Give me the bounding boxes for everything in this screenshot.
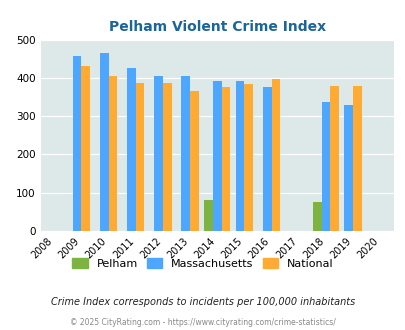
Bar xyxy=(343,106,352,231)
Bar xyxy=(135,83,144,231)
Bar xyxy=(154,76,162,231)
Bar xyxy=(221,87,230,231)
Bar xyxy=(127,68,135,231)
Bar xyxy=(162,83,171,231)
Bar xyxy=(100,53,108,231)
Text: Crime Index corresponds to incidents per 100,000 inhabitants: Crime Index corresponds to incidents per… xyxy=(51,297,354,307)
Bar xyxy=(262,87,271,231)
Bar xyxy=(244,84,252,231)
Bar xyxy=(235,81,244,231)
Bar xyxy=(271,79,279,231)
Bar xyxy=(190,91,198,231)
Bar xyxy=(321,102,329,231)
Bar xyxy=(204,200,212,231)
Bar xyxy=(72,56,81,231)
Bar xyxy=(329,85,338,231)
Bar xyxy=(181,76,190,231)
Bar xyxy=(81,66,90,231)
Bar xyxy=(312,202,321,231)
Legend: Pelham, Massachusetts, National: Pelham, Massachusetts, National xyxy=(68,254,337,273)
Bar xyxy=(212,81,221,231)
Text: © 2025 CityRating.com - https://www.cityrating.com/crime-statistics/: © 2025 CityRating.com - https://www.city… xyxy=(70,318,335,327)
Bar xyxy=(108,76,117,231)
Title: Pelham Violent Crime Index: Pelham Violent Crime Index xyxy=(109,20,325,34)
Bar xyxy=(352,85,361,231)
